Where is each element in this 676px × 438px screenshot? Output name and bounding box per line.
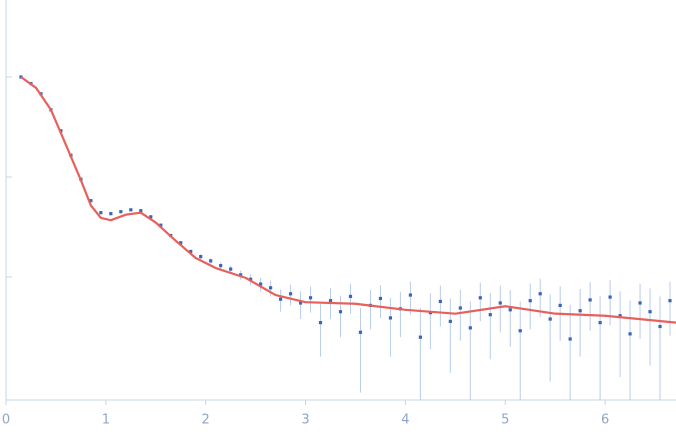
data-point: [628, 332, 632, 336]
data-point: [119, 210, 123, 214]
data-point: [239, 273, 243, 277]
data-point: [498, 301, 502, 305]
data-point: [179, 241, 183, 245]
data-point: [538, 292, 542, 296]
data-point: [408, 293, 412, 297]
data-point: [468, 326, 472, 330]
data-point: [89, 199, 93, 203]
data-point: [288, 292, 293, 296]
data-point: [448, 319, 452, 323]
data-point: [518, 329, 522, 333]
data-point: [338, 310, 343, 314]
data-point: [568, 337, 572, 341]
data-point: [668, 299, 672, 303]
data-point: [618, 314, 622, 318]
data-point: [488, 313, 492, 317]
x-tick-label: 2: [202, 413, 210, 428]
x-tick-label: 4: [401, 413, 409, 428]
data-point: [608, 295, 612, 299]
data-point: [139, 209, 143, 213]
data-point: [318, 321, 323, 325]
data-point: [19, 75, 23, 79]
data-point: [418, 335, 422, 339]
data-point: [638, 301, 642, 305]
data-point: [648, 310, 652, 314]
data-point: [259, 282, 263, 286]
x-tick-label: 5: [501, 413, 509, 428]
data-point: [99, 211, 103, 215]
data-point: [548, 317, 552, 321]
x-tick-label: 0: [2, 413, 10, 428]
data-point: [478, 296, 482, 300]
data-point: [308, 296, 313, 300]
data-point: [378, 296, 383, 301]
data-point: [508, 308, 512, 312]
x-tick-label: 6: [601, 413, 609, 428]
data-point: [219, 264, 223, 268]
data-point: [588, 298, 592, 302]
x-tick-label: 1: [102, 413, 110, 428]
data-point: [149, 215, 153, 219]
data-point: [348, 294, 353, 298]
data-point: [189, 249, 193, 254]
data-point: [109, 212, 113, 216]
data-point: [159, 223, 163, 227]
data-point: [328, 299, 333, 303]
data-point: [658, 324, 662, 329]
data-point: [129, 208, 133, 212]
data-point: [209, 259, 213, 263]
data-point: [388, 316, 393, 320]
data-point: [578, 309, 582, 313]
data-point: [269, 286, 273, 290]
data-point: [298, 301, 303, 305]
x-tick-label: 3: [301, 413, 309, 428]
data-point: [458, 306, 462, 310]
data-point: [598, 321, 602, 325]
data-point: [249, 277, 253, 281]
fit-line: [20, 76, 676, 324]
data-point: [199, 254, 203, 259]
data-point: [278, 297, 283, 301]
data-point: [358, 330, 363, 334]
data-point: [229, 267, 233, 271]
data-point: [438, 299, 442, 304]
data-point: [528, 299, 532, 303]
data-point: [558, 303, 562, 308]
